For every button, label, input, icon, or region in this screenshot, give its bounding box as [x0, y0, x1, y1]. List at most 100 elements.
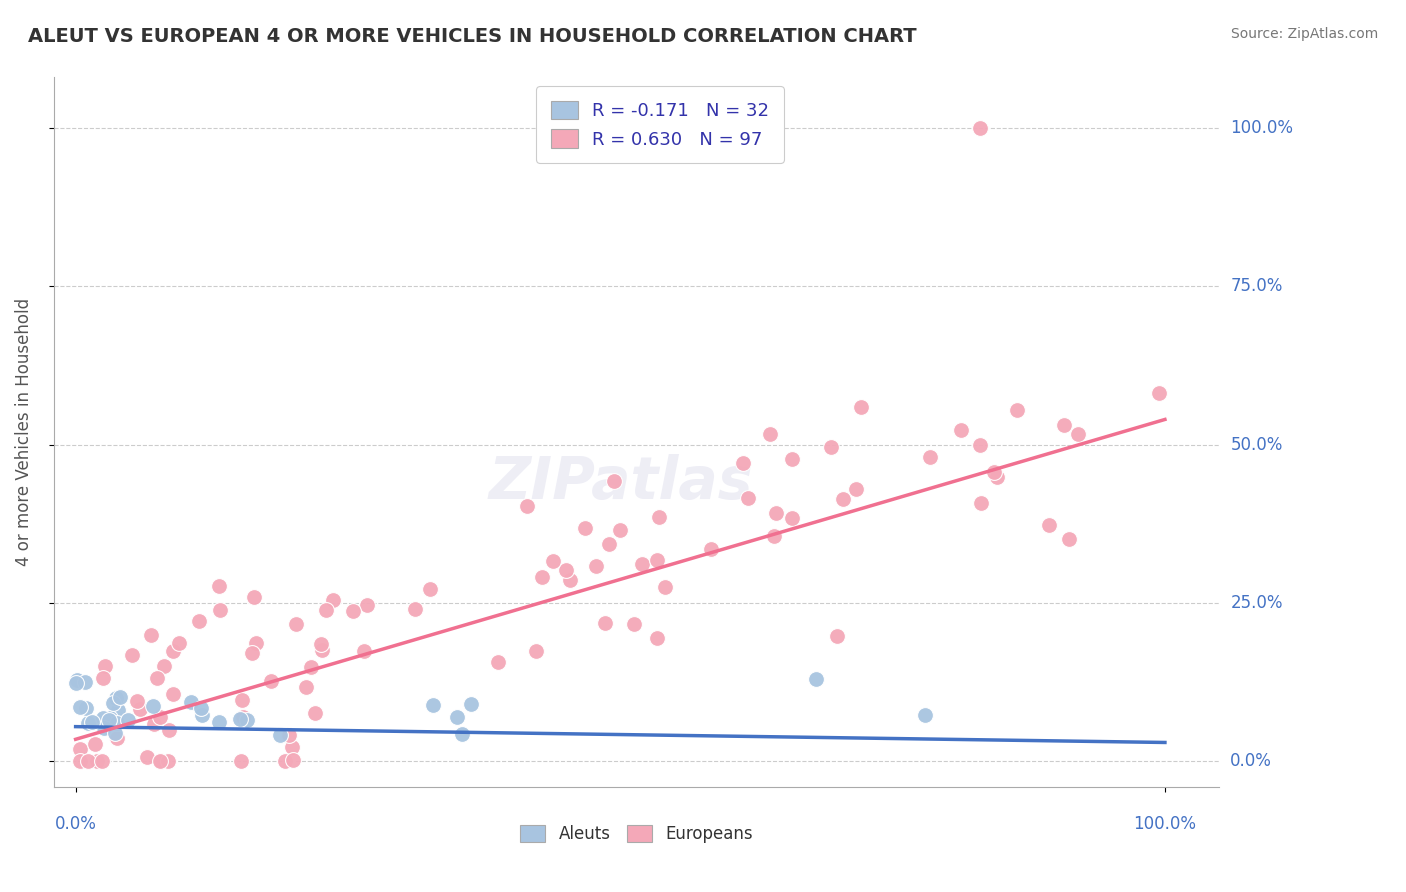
Point [949, 423, 972, 437]
Text: 50.0%: 50.0% [1230, 436, 1282, 454]
Point [731, 456, 754, 470]
Point [986, 470, 1008, 484]
Point [1053, 418, 1076, 433]
Point [73, 675, 96, 690]
Point [167, 635, 190, 649]
Point [245, 636, 267, 650]
Text: 100.0%: 100.0% [1133, 815, 1197, 833]
Point [229, 755, 252, 769]
Point [311, 642, 333, 657]
Point [648, 510, 671, 524]
Point [105, 715, 128, 730]
Point [278, 728, 301, 742]
Point [419, 582, 441, 596]
Point [136, 749, 159, 764]
Point [104, 725, 127, 739]
Point [269, 728, 291, 742]
Point [94, 658, 117, 673]
Point [524, 644, 547, 658]
Point [759, 427, 782, 442]
Point [515, 499, 537, 513]
Point [180, 695, 202, 709]
Point [191, 708, 214, 723]
Point [75, 701, 97, 715]
Text: 100.0%: 100.0% [1230, 120, 1294, 137]
Point [342, 604, 364, 618]
Point [139, 627, 162, 641]
Point [65, 676, 87, 690]
Point [93, 671, 115, 685]
Point [66, 673, 89, 687]
Point [69, 699, 91, 714]
Point [460, 697, 482, 711]
Point [780, 510, 803, 524]
Point [845, 482, 868, 496]
Point [969, 438, 991, 452]
Point [188, 614, 211, 628]
Point [208, 603, 231, 617]
Point [149, 755, 172, 769]
Point [117, 713, 139, 727]
Point [274, 755, 297, 769]
Point [422, 698, 444, 713]
Point [765, 506, 787, 520]
Point [1057, 533, 1080, 547]
Point [157, 723, 180, 737]
Point [69, 755, 91, 769]
Point [77, 755, 100, 769]
Point [101, 696, 124, 710]
Point [832, 491, 855, 506]
Point [1149, 385, 1171, 400]
Point [560, 574, 582, 588]
Point [146, 671, 169, 685]
Point [232, 710, 254, 724]
Point [446, 710, 468, 724]
Point [737, 491, 759, 505]
Point [645, 553, 668, 567]
Point [983, 465, 1005, 479]
Point [208, 715, 231, 730]
Point [782, 452, 804, 467]
Point [105, 691, 128, 706]
Point [90, 755, 112, 769]
Text: ZIPatlas: ZIPatlas [488, 454, 752, 511]
Point [849, 400, 872, 414]
Point [654, 580, 676, 594]
Point [148, 710, 170, 724]
Point [700, 541, 723, 556]
Point [98, 713, 121, 727]
Y-axis label: 4 or more Vehicles in Household: 4 or more Vehicles in Household [15, 298, 32, 566]
Point [162, 687, 184, 701]
Point [920, 450, 942, 464]
Point [541, 554, 564, 568]
Point [105, 731, 128, 746]
Point [969, 121, 991, 136]
Point [304, 706, 326, 720]
Point [108, 690, 131, 705]
Point [142, 717, 165, 731]
Point [450, 727, 472, 741]
Text: 25.0%: 25.0% [1230, 594, 1282, 612]
Point [121, 648, 143, 662]
Point [1067, 427, 1090, 442]
Point [585, 558, 607, 573]
Point [555, 562, 578, 576]
Point [207, 579, 229, 593]
Point [602, 474, 624, 488]
Text: 0.0%: 0.0% [55, 815, 97, 833]
Point [107, 703, 129, 717]
Point [827, 629, 849, 643]
Point [236, 714, 259, 728]
Point [353, 644, 375, 658]
Point [623, 617, 645, 632]
Point [969, 496, 991, 510]
Point [574, 521, 596, 535]
Point [190, 701, 212, 715]
Text: ALEUT VS EUROPEAN 4 OR MORE VEHICLES IN HOUSEHOLD CORRELATION CHART: ALEUT VS EUROPEAN 4 OR MORE VEHICLES IN … [28, 27, 917, 45]
Point [142, 699, 165, 714]
Point [295, 680, 318, 694]
Point [281, 739, 304, 754]
Point [315, 602, 337, 616]
Point [609, 523, 631, 537]
Point [284, 616, 307, 631]
